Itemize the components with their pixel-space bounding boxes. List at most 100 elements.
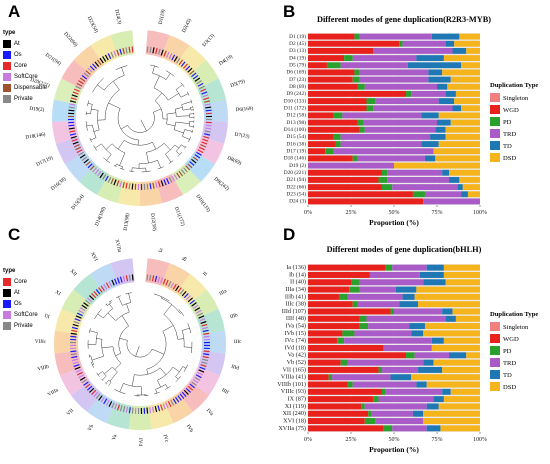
bar-segment	[413, 191, 425, 197]
category-label: D5 (79)	[289, 61, 306, 68]
bar-segment	[427, 382, 480, 388]
bar-segment	[425, 323, 480, 329]
legend-item: At	[3, 287, 38, 298]
bar-segment	[439, 141, 480, 147]
category-label: VIIIb (101)	[277, 381, 306, 388]
category-label: II (40)	[290, 279, 306, 286]
legend-swatch	[490, 93, 500, 102]
bar-segment	[358, 84, 365, 90]
bar-segment	[444, 55, 480, 61]
clade-label: XVI	[89, 251, 99, 262]
bar-segment	[415, 294, 480, 300]
bar-segment	[308, 345, 384, 351]
bar-segment	[342, 330, 354, 336]
bar-segment	[446, 316, 456, 322]
x-tick-label: 100%	[473, 210, 487, 216]
bar-segment	[308, 338, 337, 344]
bar-segment	[413, 411, 423, 417]
bar-segment	[394, 163, 480, 169]
clade-label: D22(66)	[62, 30, 79, 48]
bar-segment	[308, 323, 360, 329]
bar-segment	[368, 323, 409, 329]
legend-swatch	[490, 382, 500, 391]
legend-label: TRD	[503, 360, 516, 367]
bar-segment	[403, 294, 415, 300]
bar-segment	[416, 287, 480, 293]
tip-type-mark	[147, 184, 148, 190]
bar-segment	[366, 98, 375, 104]
tree-legend-title: type	[3, 268, 38, 274]
clade-label: D15(54)	[69, 193, 85, 212]
bar-segment	[360, 279, 424, 285]
legend-swatch	[3, 311, 11, 319]
legend-swatch	[490, 153, 500, 162]
bar-segment	[392, 425, 426, 431]
tip-type-mark	[147, 274, 148, 280]
category-label: IVc (74)	[285, 337, 306, 344]
clade-label: D3(13)	[201, 32, 216, 48]
legend-swatch	[490, 105, 500, 114]
clade-label: Vb	[87, 423, 96, 432]
legend-label: PD	[503, 348, 512, 355]
bar-segment	[308, 41, 399, 47]
category-label: XII (240)	[282, 410, 306, 417]
legend-label: Private	[14, 96, 33, 102]
clade-label: D4(19)	[217, 53, 234, 67]
category-label: D13 (98)	[286, 119, 306, 126]
bar-segment	[308, 301, 353, 307]
x-axis-label: Proportion (%)	[369, 445, 419, 454]
bar-segment	[451, 389, 480, 395]
bar-segment	[353, 55, 417, 61]
clade-label: IIIa	[218, 288, 228, 297]
bar-segment	[454, 98, 480, 104]
clade-label: D12(58)	[149, 213, 158, 232]
category-label: XVI (18)	[283, 417, 306, 424]
bar-segment	[399, 301, 418, 307]
bar-segment	[435, 127, 445, 133]
bar-segment	[446, 91, 456, 97]
bar-segment	[308, 163, 394, 169]
bar-segment	[354, 34, 359, 40]
legend-swatch	[3, 322, 11, 330]
bar-segment	[425, 191, 461, 197]
bar-segment	[428, 77, 450, 83]
bar-segment	[435, 155, 480, 161]
x-tick-label: 75%	[432, 437, 443, 443]
category-label: D22 (66)	[286, 183, 306, 190]
bar-segment	[434, 396, 444, 402]
bar-segment	[434, 360, 480, 366]
legend-swatch	[490, 129, 500, 138]
clade-label: Ia	[158, 247, 165, 253]
x-tick-label: 50%	[389, 210, 400, 216]
bar-segment	[308, 112, 334, 118]
bar-segment	[384, 425, 393, 431]
bar-segment	[334, 134, 341, 140]
legend-label: SoftCore	[14, 74, 38, 80]
bar-segment	[308, 120, 358, 126]
bar-segment	[354, 69, 359, 75]
category-label: XI (119)	[285, 403, 306, 410]
bar-segment	[341, 360, 348, 366]
bar-segment	[360, 316, 367, 322]
bar-segment	[342, 112, 421, 118]
x-tick-label: 75%	[432, 210, 443, 216]
bar-segment	[439, 98, 454, 104]
bar-segment	[423, 418, 480, 424]
tree-branches	[86, 65, 194, 172]
category-label: D14 (100)	[284, 126, 307, 133]
clade-label: II	[202, 271, 209, 278]
clade-label: D19(2)	[29, 105, 45, 113]
bar-segment	[382, 184, 392, 190]
bar-segment	[358, 301, 399, 307]
clade-label: IX	[44, 313, 51, 320]
bar-segment	[423, 411, 480, 417]
bar-segment	[308, 316, 360, 322]
bar-segment	[308, 272, 370, 278]
bar-segment	[446, 127, 480, 133]
bar-segment	[391, 374, 412, 380]
category-label: IIIf (48)	[286, 315, 306, 322]
clade-label: IVa	[205, 408, 215, 418]
bar-segment	[308, 352, 406, 358]
bar-segment	[415, 352, 449, 358]
